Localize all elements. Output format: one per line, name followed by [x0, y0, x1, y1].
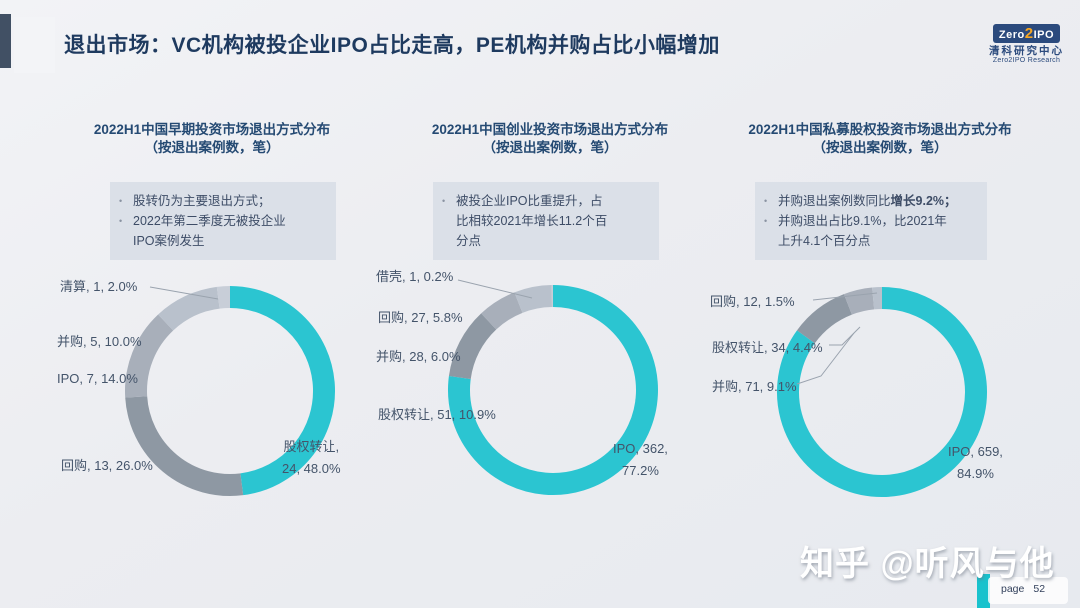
logo-subtitle: Zero2IPO Research: [992, 57, 1061, 65]
zhihu-watermark: 知乎 @听风与他: [800, 545, 1055, 583]
slice-label-ipo: IPO, 659, 84.9%: [948, 444, 1003, 481]
zero2ipo-logo: Zero2IPO 清科研究中心 Zero2IPO Research: [989, 24, 1064, 66]
page-number: page 52: [1001, 583, 1046, 595]
chart3-title: 2022H1中国私募股权投资市场退出方式分布 （按退出案例数，笔）: [705, 121, 1055, 157]
chart2-subtitle: （按退出案例数，笔）: [482, 140, 618, 155]
chart3-subtitle: （按退出案例数，笔）: [812, 140, 948, 155]
slice-label-equity-transfer: 股权转让, 24, 48.0%: [282, 439, 341, 476]
page-accent-bar: [977, 574, 990, 608]
donut-segment-并购: [796, 294, 853, 344]
donut-segment-IPO: [448, 285, 658, 495]
donut-segment-清算: [216, 285, 231, 309]
slice-label-ma: 并购, 5, 10.0%: [57, 334, 142, 349]
header-accent-dark-square: [0, 14, 11, 68]
logo-orange-2: 2: [1024, 25, 1034, 42]
page-number-card: [988, 577, 1068, 604]
logo-badge: Zero2IPO: [992, 24, 1061, 44]
donut-segment-并购: [481, 292, 523, 330]
donut-segment-股权转让: [448, 313, 497, 380]
donut-segment-并购: [158, 286, 220, 331]
donut-segment-回购: [514, 285, 553, 313]
chart3-note-box: • 并购退出案例数同比增长9.2%； • 并购退出占比9.1%，比2021年 上升4.1…: [755, 182, 987, 260]
slice-label-equity-transfer: 股权转让, 51, 10.9%: [378, 407, 496, 422]
slice-label-buyback: 回购, 12, 1.5%: [710, 294, 795, 309]
donut-segment-IPO: [777, 287, 987, 497]
slice-label-liquidation: 清算, 1, 2.0%: [60, 279, 138, 294]
donut-segment-股权转让: [229, 286, 335, 496]
logo-org-name: 清科研究中心: [989, 45, 1064, 58]
chart2-note-box: • 被投企业IPO比重提升，占 比相较2021年增长11.2个百 分点: [433, 182, 659, 260]
slice-label-buyback: 回购, 27, 5.8%: [378, 310, 463, 325]
slice-label-equity-transfer: 股权转让, 34, 4.4%: [712, 340, 823, 355]
chart1-note-box: • 股转仍为主要退出方式； • 2022年第二季度无被投企业 IPO案例发生: [110, 182, 336, 260]
slice-label-ma: 并购, 28, 6.0%: [376, 349, 461, 364]
page-title: 退出市场：VC机构被投企业IPO占比走高，PE机构并购占比小幅增加: [64, 34, 720, 57]
slice-label-ipo: IPO, 362, 77.2%: [613, 441, 668, 478]
donut-segment-回购: [125, 395, 244, 496]
slice-label-buyback: 回购, 13, 26.0%: [61, 458, 153, 473]
donut-chart-vc: [448, 285, 658, 495]
slice-label-ipo: IPO, 7, 14.0%: [57, 371, 138, 386]
donut-segment-IPO: [125, 314, 174, 398]
chart1-title: 2022H1中国早期投资市场退出方式分布 （按退出案例数，笔）: [37, 121, 387, 157]
chart2-title: 2022H1中国创业投资市场退出方式分布 （按退出案例数，笔）: [375, 121, 725, 157]
header-accent-light-square: [14, 17, 55, 73]
slice-label-ma: 并购, 71, 9.1%: [712, 379, 797, 394]
donut-segment-股权转让: [843, 287, 875, 315]
chart1-subtitle: （按退出案例数，笔）: [144, 140, 280, 155]
slice-label-backdoor: 借壳, 1, 0.2%: [376, 269, 454, 284]
donut-chart-early-stage: [125, 285, 335, 496]
